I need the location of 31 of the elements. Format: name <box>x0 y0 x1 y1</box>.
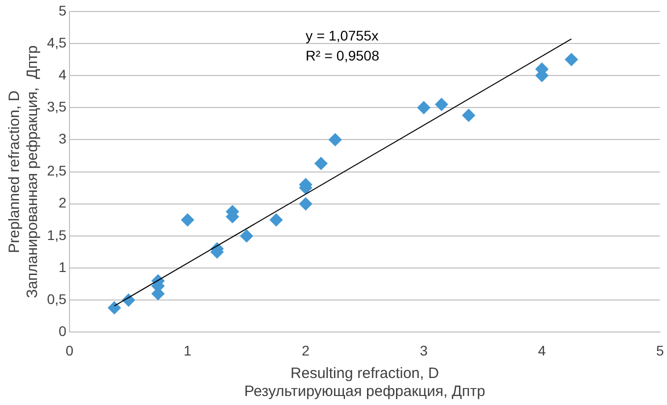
point <box>564 53 578 66</box>
point <box>435 98 448 111</box>
point <box>299 197 312 210</box>
point <box>462 108 476 122</box>
x-tick-label: 5 <box>656 342 664 358</box>
y-tick-label: 0 <box>58 323 67 340</box>
y-tick-label: 2 <box>58 194 67 211</box>
y-tick-label: 5 <box>58 2 67 18</box>
y-axis-title: Preplanned refraction, D Запланированная рефракция, Дптр <box>6 45 42 298</box>
point <box>314 156 328 170</box>
x-tick-label: 3 <box>420 342 428 358</box>
point <box>270 213 283 226</box>
y-tick-label: 0,5 <box>46 290 67 307</box>
annotation: y = 1,0755x <box>306 27 378 44</box>
y-tick-label: 2,5 <box>46 162 67 179</box>
y-tick-label: 3 <box>58 130 67 147</box>
point <box>181 213 194 226</box>
y-tick-label: 4,5 <box>46 34 67 50</box>
x-tick-label: 1 <box>184 342 192 358</box>
x-tick-label: 2 <box>302 342 310 358</box>
x-axis-title: Resulting refraction, D Результирующая рефракция, Дптр <box>244 365 486 400</box>
y-tick-label: 1 <box>58 258 67 275</box>
point <box>417 101 430 114</box>
annotation: R² = 0,9508 <box>306 47 380 64</box>
x-tick-label: 4 <box>538 342 546 358</box>
y-tick-label: 1,5 <box>46 226 67 243</box>
y-tick-label: 4 <box>58 66 67 82</box>
point <box>328 133 342 146</box>
y-tick-label: 3,5 <box>46 98 67 114</box>
point <box>240 229 254 242</box>
point <box>108 301 121 314</box>
